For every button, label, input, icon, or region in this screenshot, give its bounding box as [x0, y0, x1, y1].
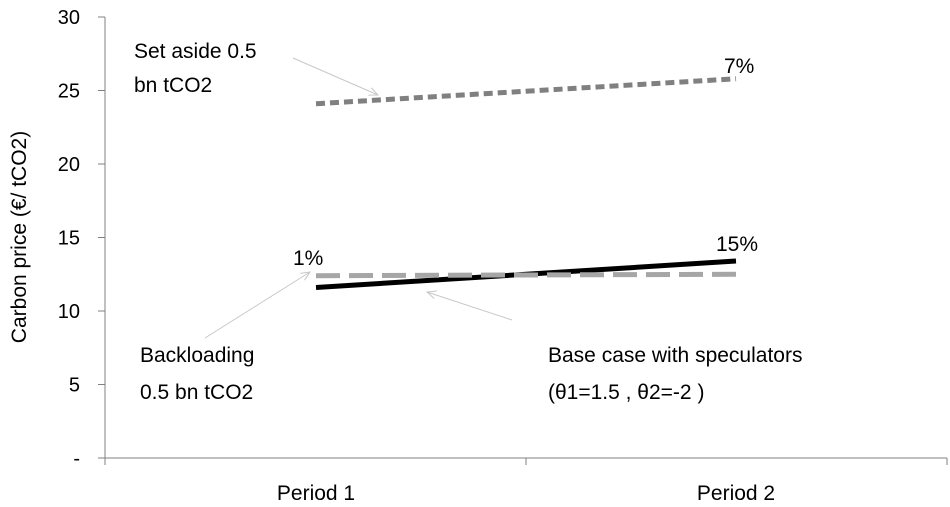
y-tick-label: 20	[58, 154, 80, 176]
x-tick-label-period-1: Period 1	[277, 482, 355, 505]
annotation-set-aside-arrow	[292, 57, 378, 95]
series-layer	[315, 76, 737, 290]
point-label-15pct: 15%	[716, 233, 758, 256]
x-ticks	[104, 458, 948, 465]
annotation-base-case: Base case with speculators (θ1=1.5 , θ2=…	[548, 344, 808, 404]
annotation-base-case-line-2: (θ1=1.5 , θ2=-2 )	[548, 381, 704, 404]
annotation-backloading-line-2: 0.5 bn tCO2	[140, 381, 253, 404]
y-tick-label: 10	[58, 301, 80, 323]
x-tick-label-period-2: Period 2	[697, 482, 775, 505]
annotation-backloading: Backloading 0.5 bn tCO2	[140, 344, 260, 404]
y-ticks: - 5 10 15 20 25 30	[58, 7, 105, 470]
annotation-base-case-arrow	[427, 292, 513, 321]
series-line-3	[315, 271, 737, 279]
point-label-1pct: 1%	[293, 247, 323, 270]
series-line-1	[315, 76, 737, 107]
annotation-backloading-arrow	[204, 272, 310, 339]
y-axis-title: Carbon price (€/ tCO2)	[8, 131, 31, 343]
y-tick-label: 30	[58, 7, 80, 29]
y-tick-label: 25	[58, 81, 80, 103]
point-label-7pct: 7%	[724, 55, 754, 78]
y-tick-label: 5	[69, 375, 80, 397]
annotation-backloading-line-1: Backloading	[140, 344, 254, 367]
annotation-base-case-line-1: Base case with speculators	[548, 344, 802, 367]
y-tick-label: -	[73, 448, 80, 470]
annotation-set-aside-line-2: bn tCO2	[134, 74, 212, 97]
annotation-set-aside-line-1: Set aside 0.5	[134, 40, 257, 63]
y-tick-label: 15	[58, 228, 80, 250]
annotation-set-aside: Set aside 0.5 bn tCO2	[134, 40, 262, 97]
